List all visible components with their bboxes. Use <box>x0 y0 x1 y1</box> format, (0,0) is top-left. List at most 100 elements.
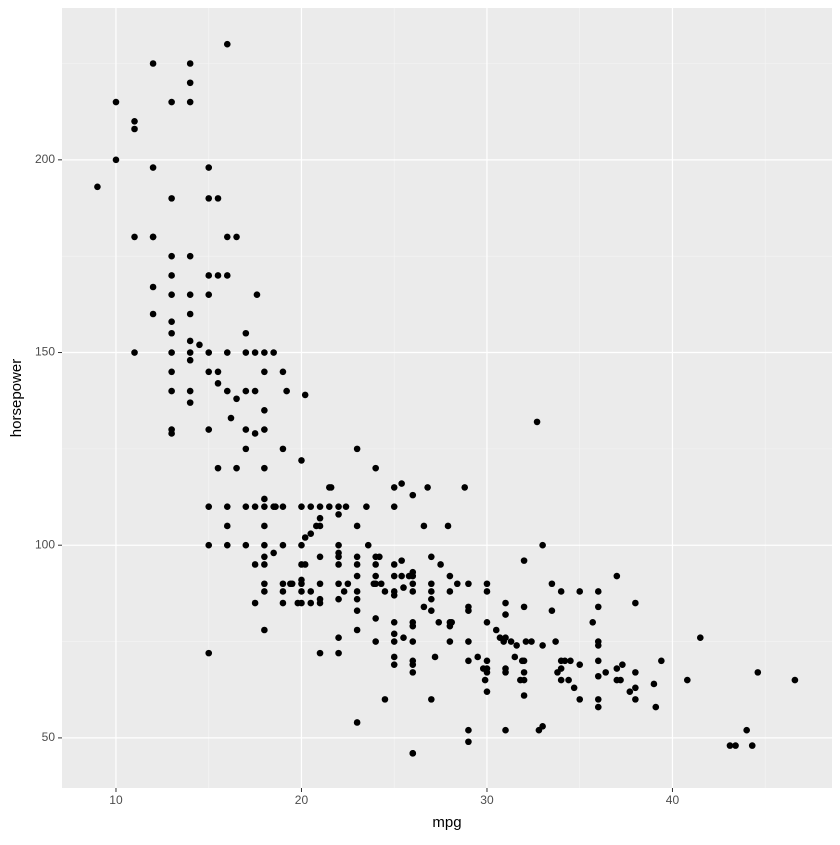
point <box>398 480 405 487</box>
point <box>94 183 101 191</box>
point <box>223 349 231 356</box>
point <box>520 557 528 564</box>
point <box>270 349 277 356</box>
point <box>335 595 342 603</box>
point <box>251 349 259 356</box>
point <box>242 503 250 510</box>
point <box>205 426 213 433</box>
point <box>261 541 268 549</box>
point <box>522 638 530 645</box>
point <box>251 430 259 437</box>
point <box>696 634 704 642</box>
point <box>390 630 398 638</box>
point <box>261 580 268 588</box>
point <box>400 584 407 591</box>
point <box>279 445 287 453</box>
point <box>483 657 491 665</box>
point <box>520 669 528 676</box>
point <box>613 572 621 580</box>
point <box>567 657 574 665</box>
point <box>168 195 175 202</box>
point <box>520 657 528 665</box>
point <box>576 588 584 595</box>
point <box>316 503 324 510</box>
point <box>533 418 541 426</box>
point <box>196 341 203 349</box>
point <box>448 618 456 626</box>
point <box>327 484 335 491</box>
point <box>186 356 194 364</box>
point <box>149 164 157 171</box>
point <box>461 484 469 491</box>
point <box>743 726 750 734</box>
point <box>557 588 565 595</box>
point <box>261 522 268 530</box>
point <box>301 391 309 399</box>
point <box>513 642 520 649</box>
point <box>261 588 268 595</box>
point <box>400 634 407 642</box>
point <box>214 272 222 279</box>
point <box>223 503 231 510</box>
point <box>307 599 315 607</box>
point <box>353 561 361 568</box>
point <box>481 676 489 684</box>
point <box>233 395 240 403</box>
point <box>316 514 324 522</box>
point <box>520 676 528 684</box>
point <box>186 60 194 67</box>
point <box>149 233 157 241</box>
point <box>186 399 194 406</box>
point <box>261 503 268 510</box>
point <box>186 98 194 106</box>
point <box>186 79 194 87</box>
point <box>186 291 194 299</box>
point <box>465 607 472 615</box>
point <box>353 553 361 561</box>
point <box>307 503 315 510</box>
point <box>251 599 259 607</box>
point <box>205 503 213 510</box>
point <box>316 599 324 607</box>
point <box>390 572 398 580</box>
point <box>483 618 491 626</box>
point <box>233 233 240 241</box>
point <box>344 580 352 588</box>
point <box>502 669 509 676</box>
point <box>428 580 435 588</box>
point <box>261 626 268 634</box>
point <box>446 638 454 645</box>
point <box>316 553 324 561</box>
point <box>261 464 268 472</box>
point <box>149 310 157 318</box>
point <box>684 676 691 684</box>
point <box>223 272 231 279</box>
point <box>342 503 350 510</box>
point <box>261 495 268 503</box>
point <box>223 522 231 530</box>
point <box>279 580 287 588</box>
point <box>502 634 509 642</box>
points <box>94 40 799 757</box>
point <box>283 387 290 395</box>
point <box>251 503 259 510</box>
point <box>279 588 287 595</box>
point <box>335 561 342 568</box>
point <box>619 661 626 668</box>
point <box>390 561 398 568</box>
point <box>658 657 665 665</box>
point <box>520 692 528 699</box>
point <box>492 626 500 634</box>
grid <box>62 8 832 788</box>
point <box>261 426 268 433</box>
point <box>594 588 602 595</box>
point <box>424 484 431 491</box>
point <box>754 669 762 676</box>
panel-background <box>62 8 832 788</box>
point <box>251 387 259 395</box>
point <box>261 553 268 561</box>
point <box>390 661 398 668</box>
point <box>372 572 379 580</box>
point <box>420 603 428 611</box>
point <box>205 195 213 202</box>
